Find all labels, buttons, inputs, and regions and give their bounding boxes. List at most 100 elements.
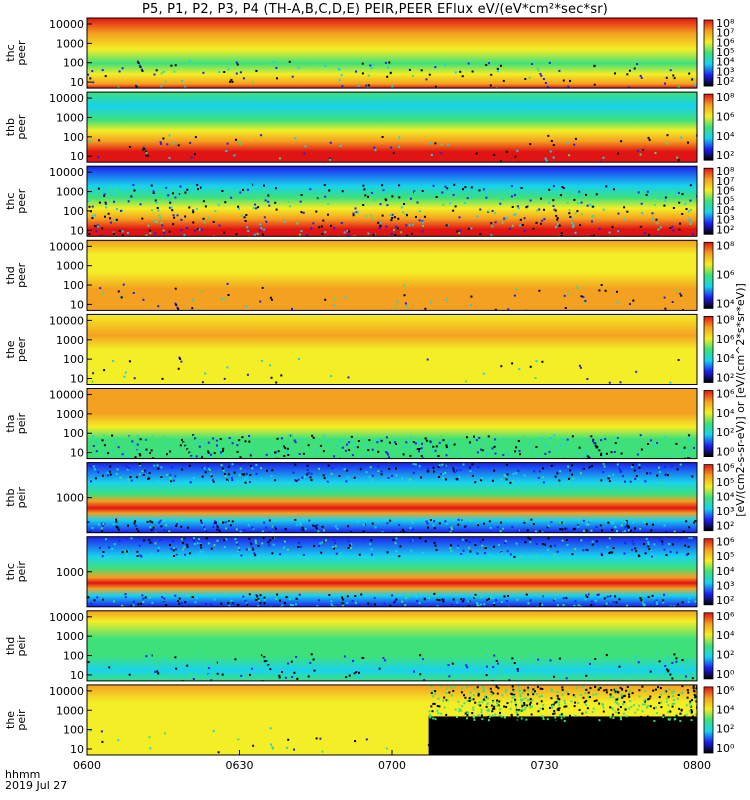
- noise-pixel: [441, 463, 444, 466]
- noise-pixel: [682, 309, 684, 311]
- noise-pixel: [149, 520, 152, 523]
- noise-pixel: [173, 555, 175, 557]
- noise-pixel: [231, 80, 234, 83]
- noise-pixel: [244, 599, 247, 602]
- noise-pixel: [604, 435, 607, 438]
- noise-pixel: [160, 142, 163, 145]
- noise-pixel: [255, 599, 258, 601]
- noise-pixel: [124, 596, 127, 599]
- noise-pixel: [672, 229, 675, 232]
- noise-pixel: [662, 599, 665, 602]
- noise-pixel: [318, 467, 320, 470]
- noise-pixel: [300, 230, 303, 232]
- noise-pixel: [623, 530, 626, 533]
- noise-pixel: [511, 206, 514, 208]
- noise-pixel: [310, 227, 313, 230]
- noise-pixel: [513, 194, 516, 197]
- noise-pixel: [470, 227, 473, 230]
- colorbar-tick-label: 10⁶: [716, 268, 735, 281]
- noise-pixel: [497, 687, 500, 690]
- noise-pixel: [443, 696, 446, 699]
- noise-pixel: [673, 77, 676, 80]
- noise-pixel: [194, 601, 197, 604]
- noise-pixel: [598, 227, 601, 230]
- noise-pixel: [688, 526, 691, 529]
- noise-pixel: [513, 555, 516, 558]
- colorbar-tick-label: 10²: [716, 223, 734, 236]
- noise-pixel: [471, 70, 474, 73]
- noise-pixel: [521, 698, 524, 701]
- noise-pixel: [558, 707, 561, 710]
- noise-pixel: [288, 434, 291, 437]
- noise-pixel: [576, 285, 579, 288]
- noise-pixel: [649, 719, 652, 722]
- noise-pixel: [119, 476, 122, 479]
- noise-pixel: [584, 450, 587, 453]
- noise-pixel: [650, 552, 653, 555]
- noise-pixel: [148, 736, 151, 739]
- noise-pixel: [526, 529, 529, 532]
- noise-pixel: [494, 438, 497, 441]
- noise-pixel: [246, 373, 249, 376]
- noise-pixel: [681, 685, 684, 688]
- noise-pixel: [370, 191, 373, 194]
- noise-pixel: [428, 596, 431, 599]
- noise-pixel: [623, 552, 626, 555]
- noise-pixel: [268, 531, 271, 533]
- noise-pixel: [694, 520, 697, 522]
- noise-pixel: [133, 377, 136, 380]
- noise-pixel: [482, 538, 485, 541]
- noise-pixel: [566, 142, 569, 144]
- noise-pixel: [142, 601, 145, 603]
- noise-pixel: [103, 434, 106, 437]
- noise-pixel: [466, 530, 469, 533]
- colorbar-tick-label: 10²: [716, 372, 734, 385]
- noise-pixel: [553, 464, 556, 467]
- noise-pixel: [245, 476, 248, 479]
- noise-pixel: [434, 142, 437, 145]
- noise-pixel: [488, 716, 491, 719]
- noise-pixel: [456, 601, 459, 604]
- noise-pixel: [670, 718, 673, 721]
- noise-pixel: [395, 474, 398, 477]
- noise-pixel: [362, 523, 365, 526]
- noise-pixel: [669, 673, 672, 676]
- noise-pixel: [207, 451, 210, 454]
- noise-pixel: [580, 539, 583, 542]
- noise-pixel: [190, 156, 193, 159]
- noise-pixel: [405, 224, 408, 227]
- noise-pixel: [230, 78, 233, 81]
- noise-pixel: [242, 595, 245, 598]
- noise-pixel: [295, 597, 298, 600]
- noise-pixel: [403, 294, 406, 297]
- noise-pixel: [327, 213, 329, 216]
- noise-pixel: [684, 544, 687, 547]
- noise-pixel: [201, 381, 204, 384]
- noise-pixel: [237, 603, 240, 606]
- noise-pixel: [383, 602, 386, 605]
- chart-title: P5, P1, P2, P3, P4 (TH-A,B,C,D,E) PEIR,P…: [141, 2, 609, 17]
- noise-pixel: [158, 214, 161, 217]
- noise-pixel: [255, 69, 258, 72]
- noise-pixel: [207, 450, 210, 453]
- noise-pixel: [328, 594, 331, 596]
- noise-pixel: [490, 73, 493, 76]
- noise-pixel: [115, 525, 118, 528]
- noise-pixel: [546, 718, 549, 721]
- noise-pixel: [143, 148, 146, 150]
- colorbar-tick-label: 10⁴: [716, 491, 735, 504]
- noise-pixel: [593, 441, 596, 444]
- noise-pixel: [420, 447, 423, 450]
- noise-pixel: [486, 599, 489, 602]
- noise-pixel: [355, 70, 358, 73]
- noise-pixel: [613, 451, 616, 453]
- noise-pixel: [304, 145, 307, 148]
- noise-pixel: [650, 529, 653, 532]
- noise-pixel: [612, 708, 615, 711]
- noise-pixel: [157, 546, 160, 549]
- noise-pixel: [439, 684, 442, 687]
- noise-pixel: [412, 471, 415, 474]
- noise-pixel: [589, 696, 591, 698]
- noise-pixel: [208, 455, 211, 458]
- noise-pixel: [458, 710, 461, 713]
